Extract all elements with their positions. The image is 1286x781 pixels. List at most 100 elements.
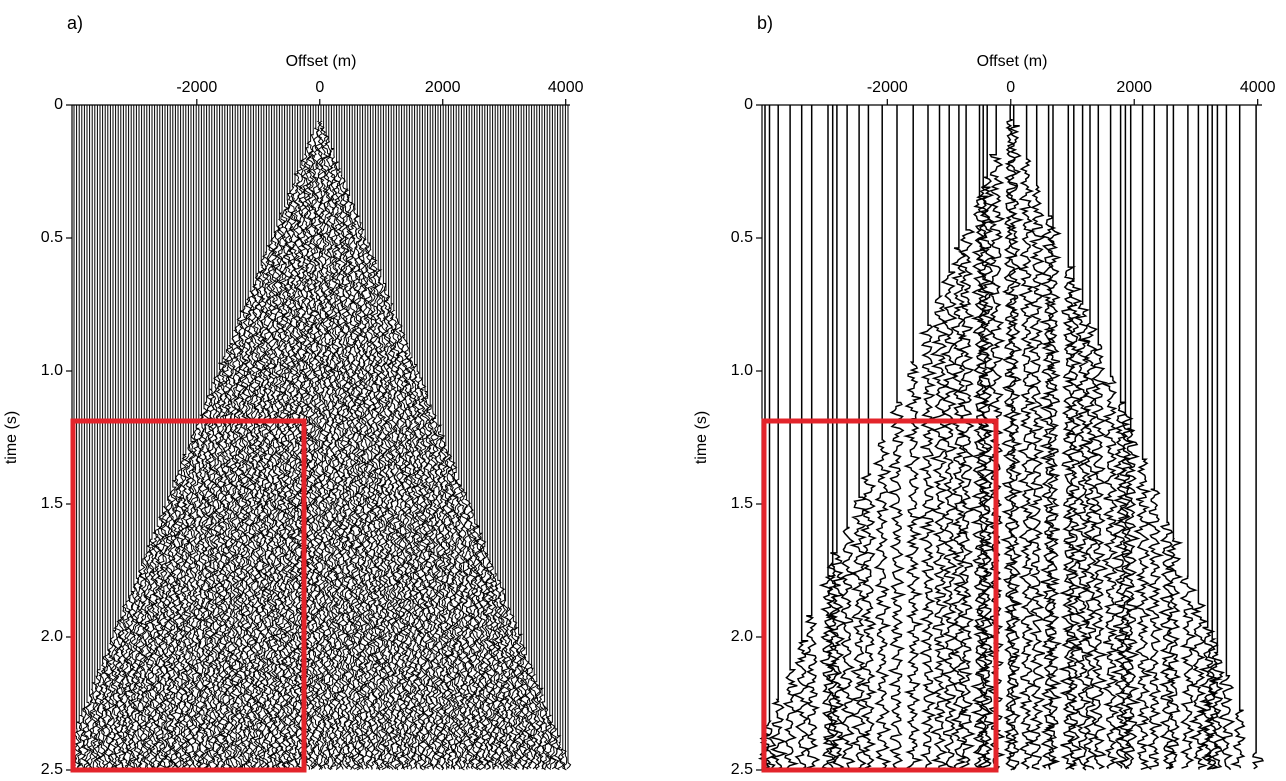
trace <box>398 105 409 770</box>
trace <box>146 105 157 770</box>
x-tick-label: 2000 <box>1116 79 1152 96</box>
trace <box>508 105 518 770</box>
y-tick-label: 0 <box>54 96 63 113</box>
trace <box>126 105 137 770</box>
trace <box>113 105 124 769</box>
trace <box>1163 105 1184 770</box>
y-tick-label: 1.5 <box>731 495 753 512</box>
trace <box>105 105 116 771</box>
trace <box>487 105 498 770</box>
trace <box>1122 105 1142 770</box>
y-tick-label: 0.5 <box>731 229 753 246</box>
trace <box>282 105 293 769</box>
trace <box>516 105 526 770</box>
trace <box>391 105 402 770</box>
y-tick-label: 2.5 <box>731 761 753 776</box>
trace <box>75 105 84 771</box>
trace <box>131 105 141 769</box>
trace <box>556 105 565 769</box>
x-tick-label: -2000 <box>867 79 908 96</box>
x-tick-label: 2000 <box>425 79 461 96</box>
trace <box>929 105 950 769</box>
trace <box>324 105 334 771</box>
trace <box>511 105 521 771</box>
trace <box>562 105 568 771</box>
trace <box>1072 105 1093 771</box>
trace <box>80 105 89 769</box>
trace <box>1188 105 1209 770</box>
trace <box>872 105 892 771</box>
trace <box>827 105 848 770</box>
trace <box>918 105 938 770</box>
trace <box>485 105 495 769</box>
trace <box>472 105 482 769</box>
y-tick-label: 1.0 <box>41 362 63 379</box>
trace <box>228 105 238 770</box>
trace <box>1198 105 1217 771</box>
trace <box>1208 105 1227 770</box>
trace <box>553 105 563 771</box>
panel-label: a) <box>67 13 83 33</box>
trace <box>902 105 924 769</box>
trace <box>362 105 373 770</box>
trace <box>129 105 139 770</box>
y-tick-label: 0.5 <box>41 229 63 246</box>
trace <box>477 105 487 771</box>
trace <box>318 105 329 769</box>
trace <box>1143 105 1165 770</box>
trace <box>1038 105 1060 769</box>
trace <box>313 105 323 771</box>
x-tick-label: 0 <box>315 79 324 96</box>
trace <box>446 105 457 770</box>
trace <box>1179 105 1198 769</box>
trace <box>1087 105 1109 770</box>
trace <box>136 105 147 770</box>
trace <box>1101 105 1121 769</box>
trace <box>541 105 549 771</box>
trace <box>97 105 108 770</box>
trace <box>250 105 262 769</box>
trace <box>502 105 513 770</box>
wiggle-traces <box>70 105 572 771</box>
trace <box>1003 105 1025 771</box>
trace <box>292 105 303 771</box>
y-tick-label: 1.5 <box>41 495 63 512</box>
trace <box>157 105 168 770</box>
x-axis-label: Offset (m) <box>286 53 357 70</box>
y-axis-label: time (s) <box>3 411 20 464</box>
trace <box>1251 105 1265 770</box>
trace <box>134 105 144 770</box>
x-axis-label: Offset (m) <box>977 53 1048 70</box>
trace <box>175 105 186 770</box>
trace <box>95 105 105 771</box>
trace <box>328 105 339 770</box>
trace <box>199 105 210 770</box>
panel-label: b) <box>757 13 773 33</box>
trace <box>415 105 425 771</box>
trace <box>497 105 509 771</box>
panel: -2000 0 2000 4000 0 0.5 1.0 1.5 2.0 2.5 Offset (m)… <box>3 13 583 778</box>
trace <box>365 105 376 770</box>
trace <box>782 105 800 771</box>
trace <box>269 105 280 769</box>
trace <box>401 105 412 769</box>
trace <box>349 105 360 770</box>
trace <box>461 105 472 770</box>
trace <box>839 105 858 771</box>
trace <box>532 105 542 770</box>
trace <box>1063 105 1084 770</box>
trace <box>368 105 378 769</box>
highlight-box <box>761 418 999 773</box>
trace <box>82 105 91 769</box>
trace <box>383 105 394 770</box>
trace <box>768 105 789 771</box>
trace <box>386 105 397 770</box>
trace <box>949 105 969 769</box>
trace <box>183 105 194 771</box>
trace <box>159 105 170 770</box>
trace <box>1133 105 1153 771</box>
trace <box>886 105 907 770</box>
trace <box>1217 105 1236 771</box>
trace <box>543 105 552 769</box>
